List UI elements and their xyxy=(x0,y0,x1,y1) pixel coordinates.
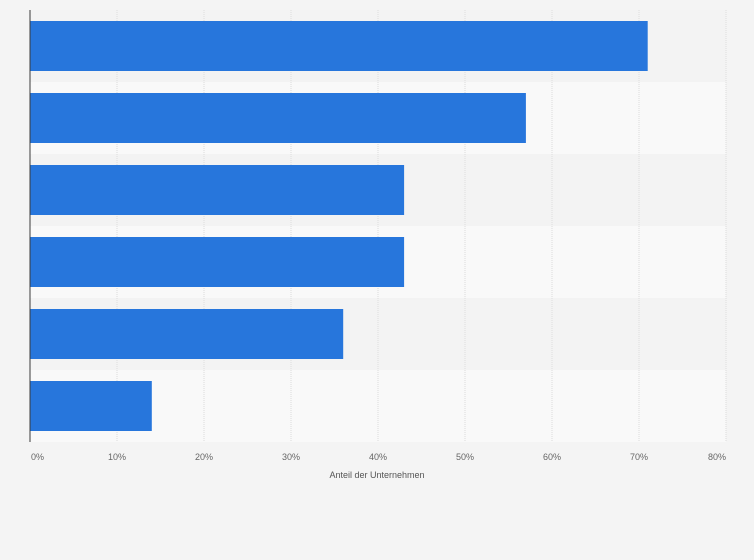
bar xyxy=(30,381,152,431)
bar xyxy=(30,309,344,359)
bars xyxy=(30,21,648,431)
x-tick-label: 80% xyxy=(708,452,726,462)
bar xyxy=(30,237,405,287)
x-tick-label: 60% xyxy=(543,452,561,462)
x-tick-label: 50% xyxy=(456,452,474,462)
x-axis-title: Anteil der Unternehmen xyxy=(329,470,424,480)
bar xyxy=(30,93,526,143)
bar xyxy=(30,165,405,215)
bar xyxy=(30,21,648,71)
x-tick-label: 30% xyxy=(282,452,300,462)
x-tick-label: 40% xyxy=(369,452,387,462)
grid-lines xyxy=(116,10,727,442)
x-tick-labels: 0% 10% 20% 30% 40% 50% 60% 70% 80% xyxy=(31,452,726,462)
x-tick-label: 0% xyxy=(31,452,44,462)
x-tick-label: 10% xyxy=(108,452,126,462)
x-tick-label: 70% xyxy=(630,452,648,462)
x-tick-label: 20% xyxy=(195,452,213,462)
